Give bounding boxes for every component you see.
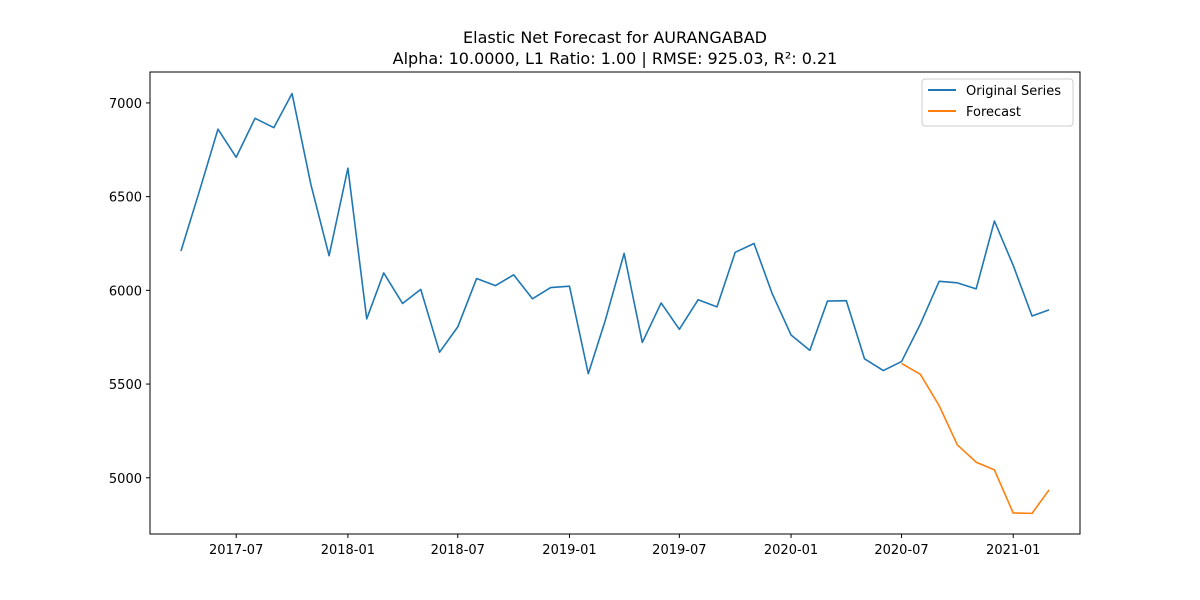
y-tick-label: 6500: [109, 191, 142, 206]
x-axis: 2017-07 2018-01 2018-07 2019-01 2019-07 2020-…: [209, 534, 1040, 558]
x-tick-label: 2019-07: [652, 543, 706, 558]
legend: Original Series Forecast: [921, 78, 1074, 127]
x-tick-label: 2019-01: [542, 543, 596, 558]
legend-label-original-series: Original Series: [966, 84, 1061, 99]
plot-lines: [180, 92, 1050, 515]
chart-subtitle: Alpha: 10.0000, L1 Ratio: 1.00 | RMSE: 9…: [393, 49, 838, 68]
legend-label-forecast: Forecast: [966, 105, 1021, 120]
plot-frame: [149, 71, 1081, 535]
x-tick-label: 2017-07: [209, 543, 263, 558]
y-tick-label: 7000: [109, 97, 142, 112]
x-tick-label: 2018-01: [321, 543, 375, 558]
y-tick-label: 6000: [109, 284, 142, 299]
series-line-forecast: [901, 362, 1050, 515]
chart-title: Elastic Net Forecast for AURANGABAD: [463, 28, 767, 47]
y-axis: 5000 5500 6000 6500 7000: [109, 97, 150, 487]
x-tick-label: 2021-01: [986, 543, 1040, 558]
y-tick-label: 5500: [109, 378, 142, 393]
series-line-original-series: [180, 92, 1050, 375]
x-tick-label: 2018-07: [431, 543, 485, 558]
x-tick-label: 2020-07: [874, 543, 928, 558]
legend-box: [921, 78, 1074, 127]
x-tick-label: 2020-01: [764, 543, 818, 558]
y-tick-label: 5000: [109, 472, 142, 487]
